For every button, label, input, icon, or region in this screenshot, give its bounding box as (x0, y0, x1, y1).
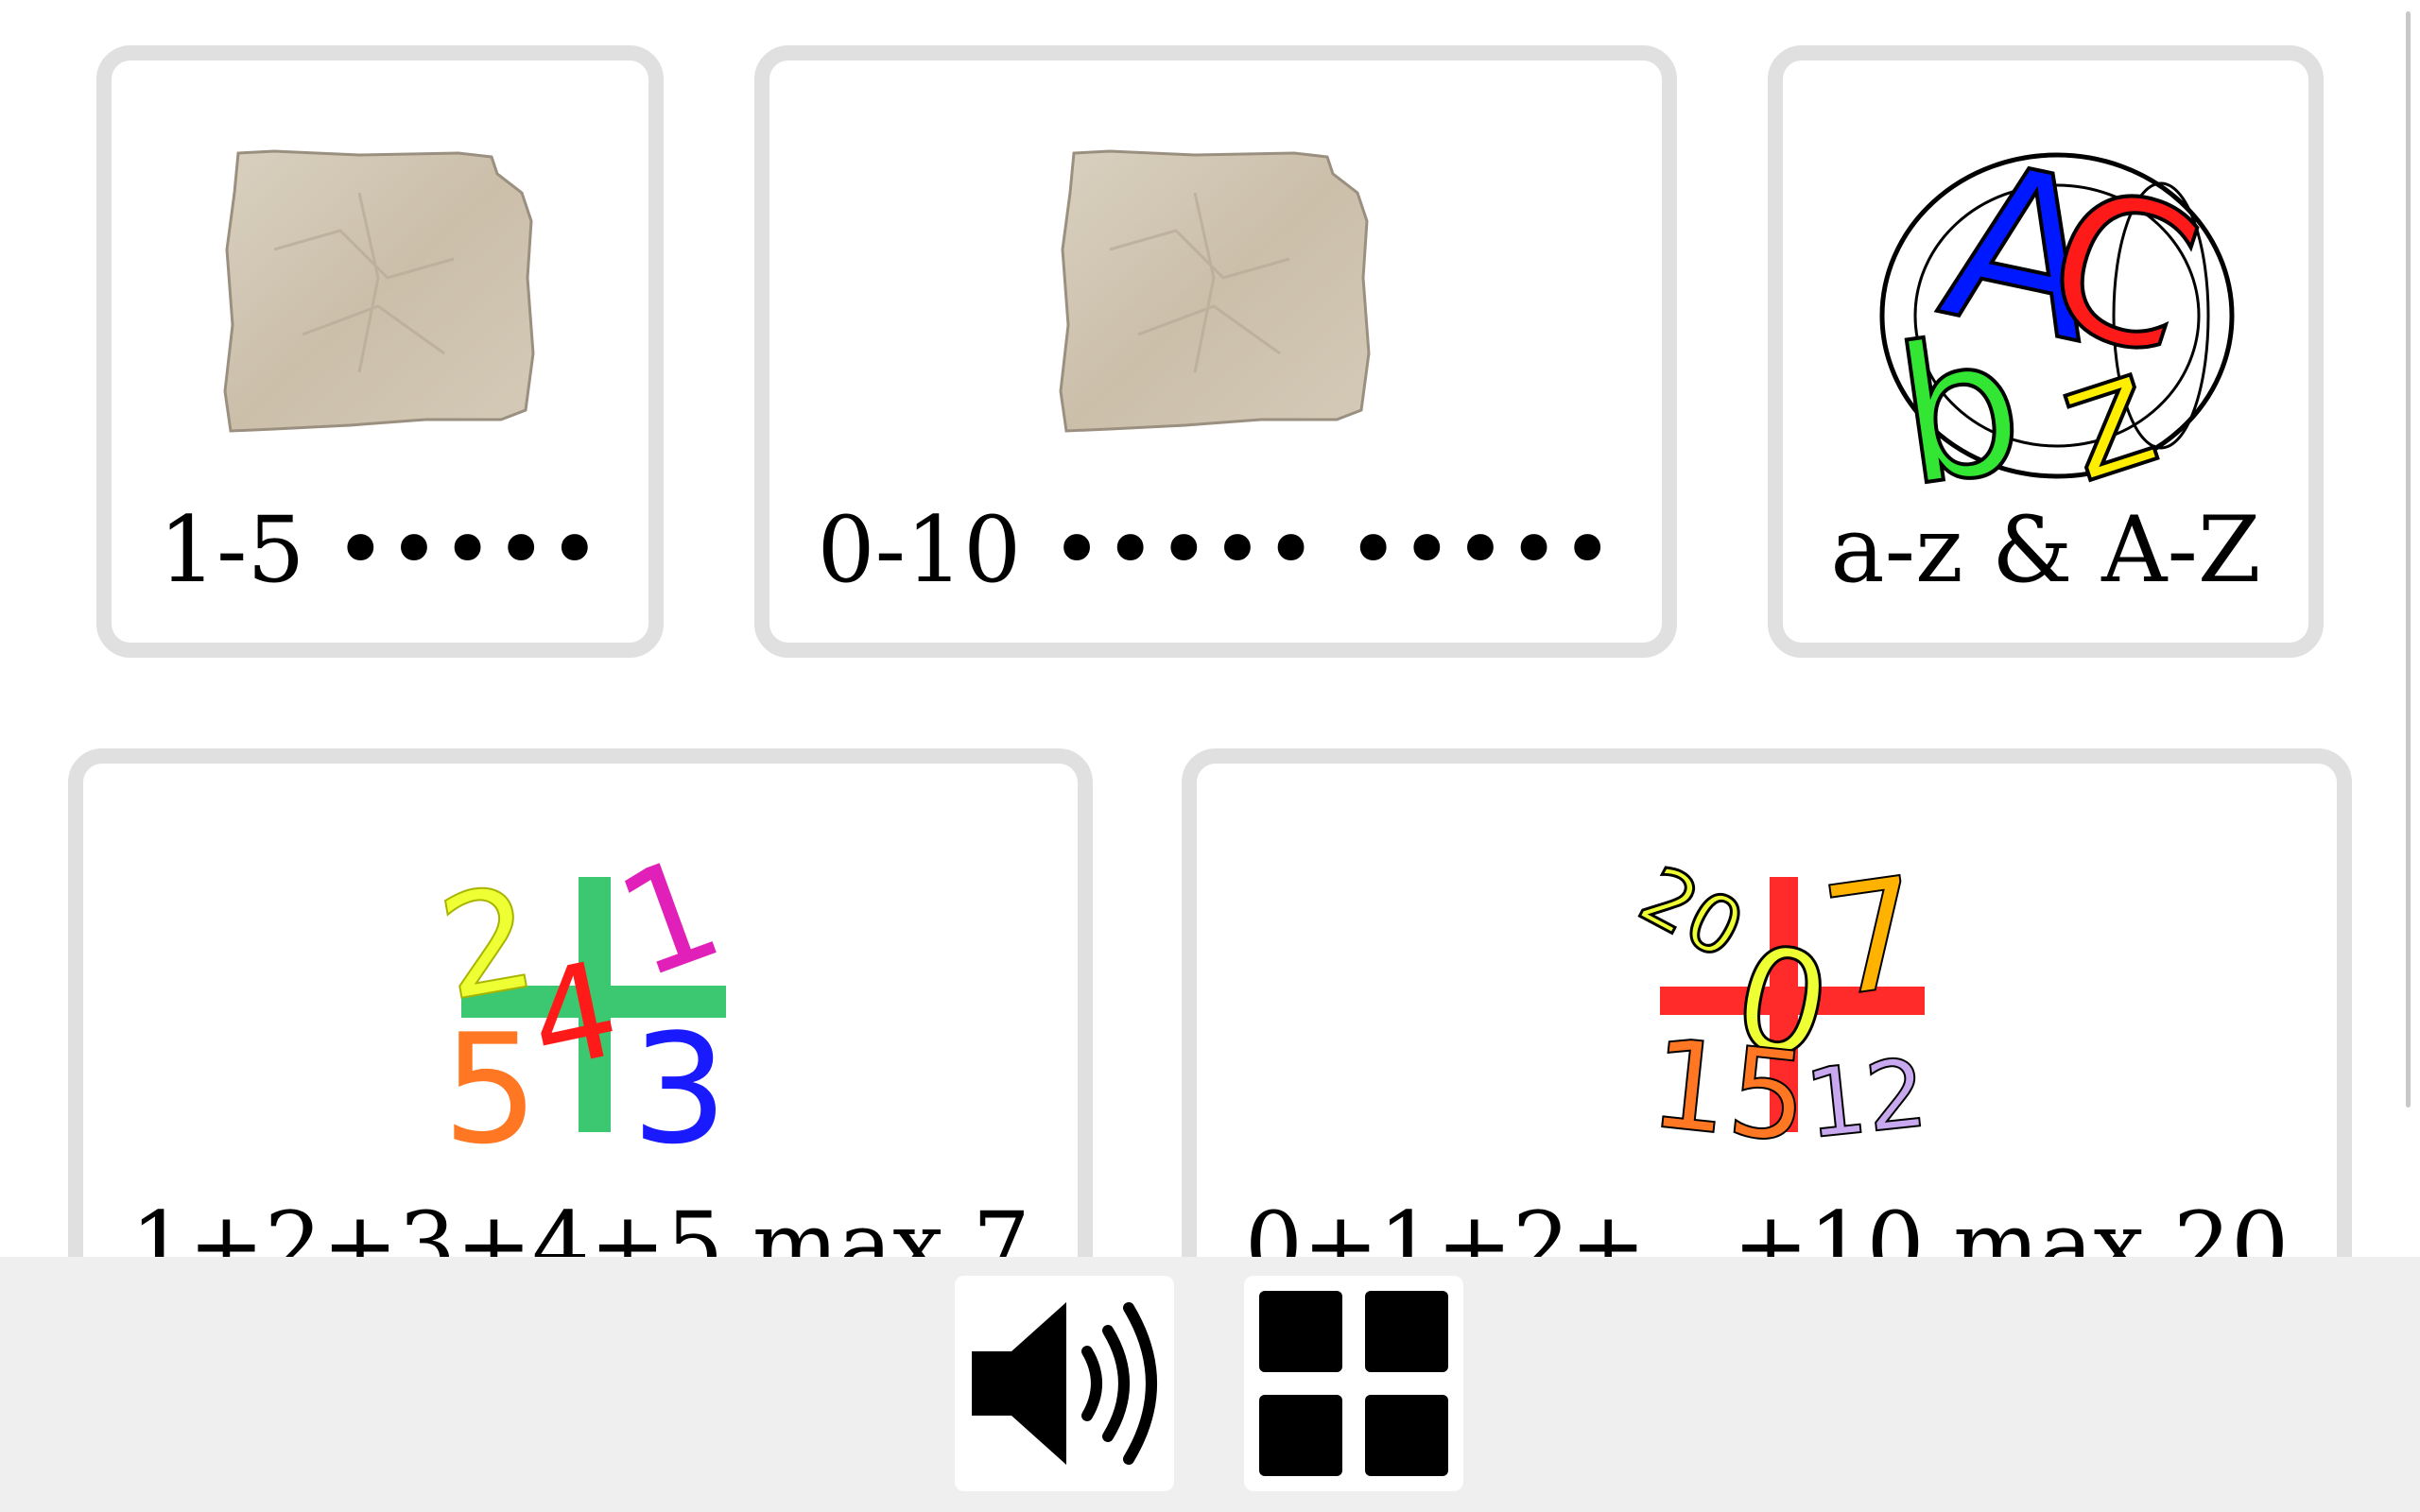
scrollbar[interactable] (2406, 11, 2411, 1108)
activity-card-sum-20[interactable]: 20 7 0 15 12 0+1+2+...+10 max 20 (1182, 748, 2352, 1257)
activity-card-sum-7[interactable]: 2 1 4 5 3 1+2+3+4+5 max 7 (68, 748, 1093, 1257)
activity-label: 0+1+2+...+10 max 20 (1244, 1193, 2290, 1257)
activity-label: 1+2+3+4+5 max 7 (130, 1193, 1030, 1257)
bottom-toolbar (0, 1257, 2420, 1512)
alphabet-letters-icon: A C b z (1879, 136, 2235, 495)
activity-label: 0-10 ••••• ••••• (817, 497, 1615, 603)
activity-label: a-z & A-Z (1830, 497, 2261, 603)
svg-text:5: 5 (442, 1001, 539, 1160)
svg-text:12: 12 (1801, 1038, 1932, 1160)
crumpled-paper-icon (1059, 149, 1371, 433)
svg-text:1: 1 (599, 825, 740, 1010)
crumpled-paper-icon (223, 149, 535, 433)
grid-menu-icon (1259, 1291, 1448, 1476)
activity-list: 1-5 ••••• 0-10 ••••• ••••• A C b z (68, 11, 2411, 1257)
activity-card-1-5[interactable]: 1-5 ••••• (96, 45, 664, 658)
svg-text:20: 20 (1626, 848, 1758, 977)
speaker-icon (972, 1302, 1157, 1465)
menu-button[interactable] (1244, 1276, 1463, 1491)
activity-card-alphabet[interactable]: A C b z a-z & A-Z (1768, 45, 2324, 658)
svg-text:15: 15 (1644, 1011, 1814, 1160)
activity-card-0-10[interactable]: 0-10 ••••• ••••• (754, 45, 1677, 658)
sound-button[interactable] (955, 1276, 1174, 1491)
small-sum-numbers-icon: 2 1 4 5 3 (428, 825, 740, 1160)
svg-text:3: 3 (631, 1001, 728, 1160)
activity-label: 1-5 ••••• (158, 497, 602, 603)
big-sum-numbers-icon: 20 7 0 15 12 (1624, 842, 1933, 1160)
